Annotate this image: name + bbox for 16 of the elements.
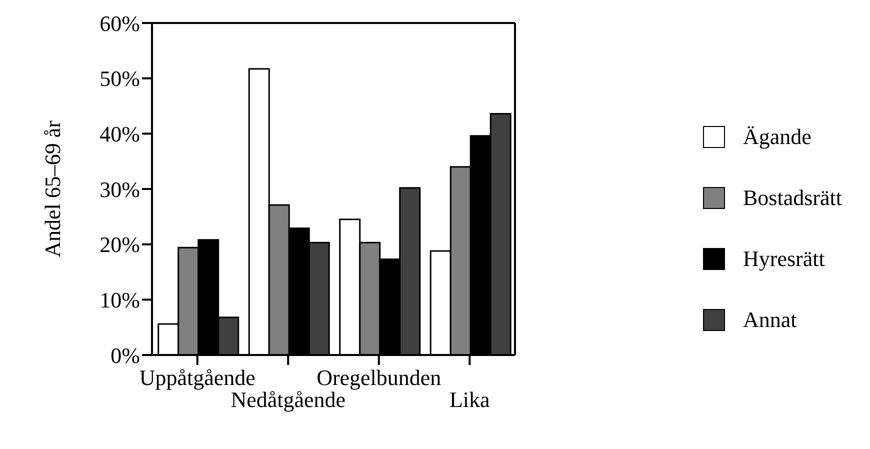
legend-label: Hyresrätt: [743, 246, 825, 272]
y-tick-label: 20%: [100, 232, 140, 258]
y-tick-label: 10%: [100, 287, 140, 312]
legend-label: Bostadsrätt: [743, 185, 842, 211]
y-tick-label: 50%: [100, 66, 140, 92]
y-tick-label: 0%: [110, 342, 140, 368]
legend-label: Annat: [743, 307, 797, 333]
x-tick-label: Lika: [449, 387, 490, 412]
x-tick-label: Uppåtgående: [139, 365, 256, 390]
y-tick-label: 60%: [100, 10, 140, 36]
legend-label: Ägande: [743, 124, 812, 150]
y-axis-title: Andel 65–69 år: [40, 120, 65, 258]
y-tick-label: 40%: [100, 121, 140, 146]
x-tick-label: Oregelbunden: [316, 365, 442, 390]
x-tick-label: Nedåtgående: [230, 387, 346, 412]
y-tick-label: 30%: [100, 176, 140, 202]
